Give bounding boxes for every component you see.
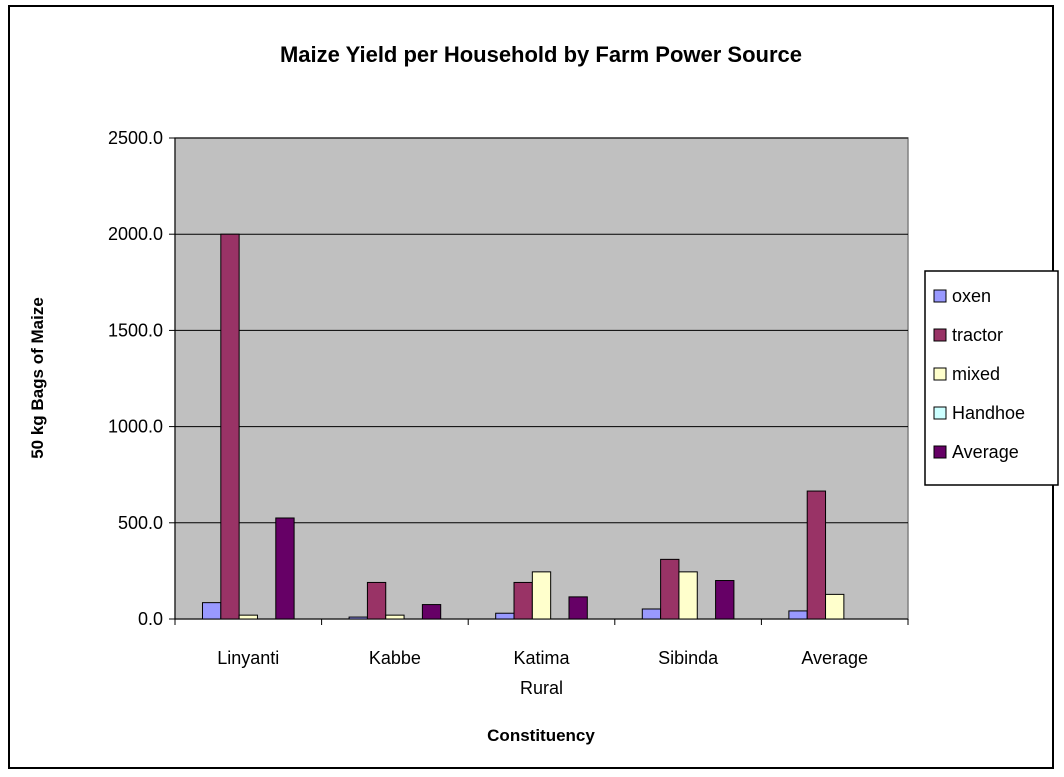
legend-swatch-average (933, 445, 947, 459)
legend-label-average: Average (952, 442, 1019, 462)
legend: oxen tractor mixed Handhoe Average (924, 270, 1059, 486)
plot-area (174, 137, 909, 620)
bar-average (275, 517, 295, 620)
y-tick-label: 1000.0 (108, 417, 163, 437)
y-tick-label: 2000.0 (108, 224, 163, 244)
y-tick-label: 500.0 (118, 513, 163, 533)
bar-oxen (495, 612, 515, 620)
bar-tractor (513, 581, 533, 620)
bar-average (715, 580, 735, 620)
legend-swatch-mixed (933, 367, 947, 381)
bar-mixed (678, 571, 698, 620)
bar-tractor (220, 233, 240, 620)
bar-average (568, 596, 588, 620)
bar-oxen (788, 610, 808, 620)
x-tick-label: Sibinda (658, 648, 719, 668)
axes (169, 137, 909, 625)
x-tick-label: Rural (520, 678, 563, 698)
y-tick-label: 0.0 (138, 609, 163, 629)
chart-title: Maize Yield per Household by Farm Power … (280, 42, 802, 67)
legend-swatch-handhoe (933, 406, 947, 420)
bar-mixed (825, 593, 845, 620)
x-tick-label: Linyanti (217, 648, 279, 668)
x-axis-title: Constituency (487, 726, 595, 745)
bar-mixed (385, 614, 405, 620)
y-tick-label: 2500.0 (108, 128, 163, 148)
bar-oxen (201, 602, 222, 620)
legend-swatch-oxen (933, 289, 947, 303)
bar-tractor (806, 490, 827, 620)
legend-box (924, 270, 1059, 486)
bar-oxen (641, 608, 662, 620)
legend-label-handhoe: Handhoe (952, 403, 1025, 423)
bar-average (421, 604, 442, 620)
x-tick-labels: Linyanti Kabbe Katima Rural Sibinda Average (217, 648, 868, 698)
y-tick-label: 1500.0 (108, 320, 163, 340)
x-tick-label: Average (801, 648, 868, 668)
bars (201, 233, 845, 620)
legend-label-oxen: oxen (952, 286, 991, 306)
bar-tractor (660, 558, 680, 620)
x-tick-label: Kabbe (369, 648, 421, 668)
legend-label-tractor: tractor (952, 325, 1003, 345)
bar-mixed (238, 614, 258, 620)
bar-tractor (366, 581, 387, 620)
gridlines (175, 137, 908, 524)
x-tick-label: Katima (513, 648, 570, 668)
legend-swatch-tractor (933, 328, 947, 342)
legend-label-mixed: mixed (952, 364, 1000, 384)
y-tick-labels: 0.0 500.0 1000.0 1500.0 2000.0 2500.0 (108, 128, 163, 629)
bar-mixed (531, 571, 552, 620)
y-axis-title: 50 kg Bags of Maize (28, 297, 47, 459)
